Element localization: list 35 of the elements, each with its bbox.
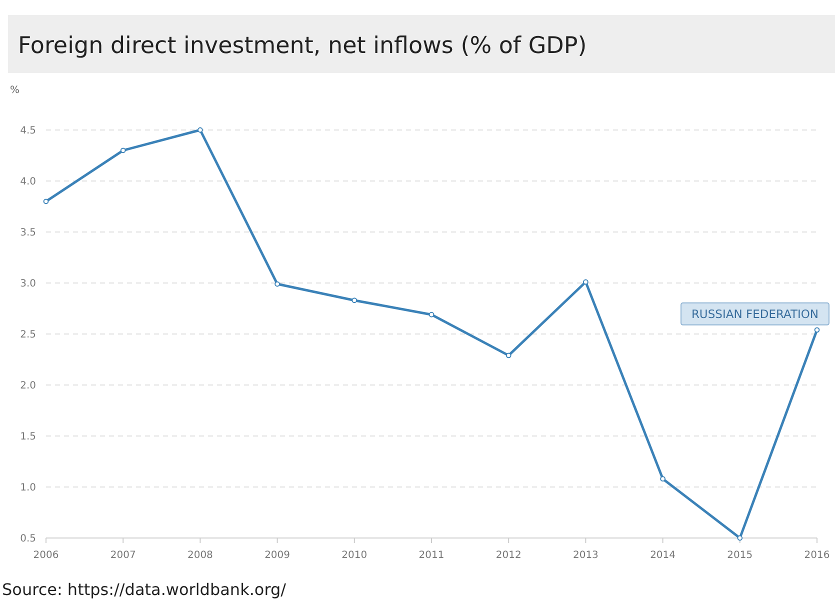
x-tick-label: 2016 [804, 550, 830, 561]
point [583, 279, 588, 285]
y-tick-label: 1.0 [20, 482, 36, 494]
point [43, 198, 49, 204]
y-axis-title: % [10, 85, 20, 96]
point [198, 127, 203, 133]
x-tick-label: 2006 [33, 550, 59, 561]
point [506, 352, 512, 358]
point [428, 312, 434, 318]
point [120, 148, 126, 154]
y-tick-label: 2.5 [20, 330, 36, 340]
point [737, 535, 743, 541]
series-label: RUSSIAN FEDERATION [691, 306, 819, 321]
x-tick-label: 2007 [110, 550, 136, 561]
x-tick-label: 2014 [650, 550, 676, 561]
x-tick-label: 2009 [264, 550, 290, 561]
y-tick-label: 3.5 [20, 228, 36, 238]
x-tick-label: 2011 [418, 550, 444, 561]
x-tick-label: 2010 [342, 550, 368, 561]
point [352, 298, 358, 304]
y-tick-label: 4.5 [20, 126, 36, 136]
x-tick-label: 2012 [496, 550, 522, 561]
y-tick-label: 2.0 [20, 380, 36, 392]
y-tick-label: 4.0 [20, 176, 36, 188]
y-tick-label: 0.5 [20, 534, 36, 544]
source-note: Source: https://data.worldbank.org/ [2, 580, 287, 599]
x-tick-label: 2013 [572, 550, 598, 561]
point [660, 476, 666, 482]
y-tick-label: 1.5 [20, 432, 36, 442]
x-tick-label: 2008 [187, 550, 213, 561]
point [274, 281, 280, 287]
y-tick-label: 3.0 [20, 278, 36, 290]
point [814, 327, 820, 333]
chart-title: Foreign direct investment, net inflows (% of GDP) [18, 33, 587, 59]
x-tick-label: 2015 [727, 550, 753, 561]
